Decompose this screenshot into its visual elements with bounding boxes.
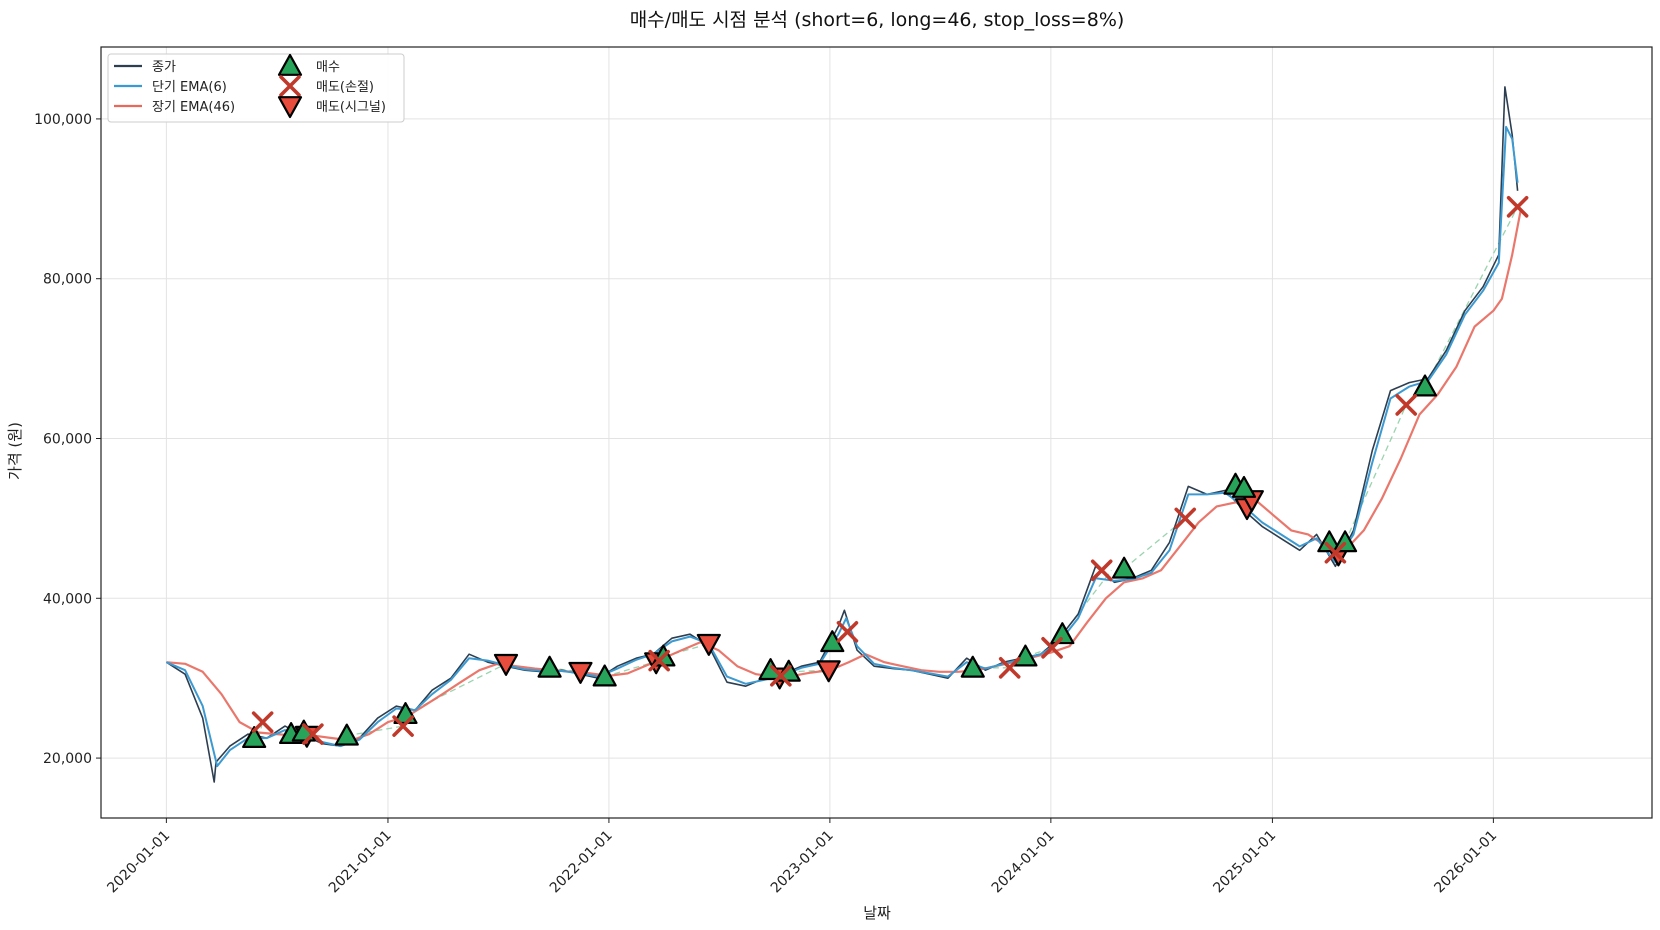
signal-markers	[242, 195, 1529, 749]
cross-stroke	[302, 723, 324, 745]
stop-loss-marker	[836, 621, 859, 643]
buy-marker	[1112, 556, 1137, 579]
cross-stroke	[836, 621, 859, 643]
cross-stroke	[1395, 394, 1418, 416]
short-ema-line	[166, 125, 1519, 768]
buy-marker	[242, 726, 267, 749]
buy-marker	[1050, 622, 1075, 645]
legend-label: 종가	[152, 60, 176, 75]
stop-loss-marker	[251, 711, 274, 733]
stop-loss-marker	[1395, 394, 1418, 416]
trade-path	[405, 663, 507, 715]
buy-marker	[1412, 374, 1438, 397]
buy-marker	[537, 655, 562, 678]
x-tick-label: 2020-01-01	[104, 828, 173, 897]
y-tick-label: 80,000	[43, 272, 92, 288]
stop-loss-marker	[1506, 195, 1529, 218]
cross-stroke	[251, 711, 274, 733]
buy-marker	[1231, 475, 1257, 498]
legend-label: 매도(시그널)	[316, 100, 386, 115]
cross-stroke	[279, 75, 301, 97]
x-tick-label: 2022-01-01	[547, 828, 616, 897]
legend-label: 매수	[316, 60, 340, 75]
sell-signal-marker	[816, 660, 841, 683]
legend-stop-swatch	[279, 75, 301, 97]
x-axis-label: 날짜	[863, 904, 891, 922]
grid	[101, 47, 1652, 818]
legend-label: 매도(손절)	[316, 80, 374, 95]
stop-loss-marker	[770, 664, 792, 687]
cross-stroke	[998, 656, 1021, 679]
stop-loss-marker	[1324, 541, 1347, 564]
x-tick-label: 2023-01-01	[768, 828, 837, 897]
cross-stroke	[1090, 559, 1113, 582]
stop-loss-marker	[392, 715, 414, 737]
buy-marker	[1317, 530, 1342, 553]
buy-marker	[960, 655, 985, 678]
sell-signal-marker	[493, 653, 519, 676]
x-tick-label: 2024-01-01	[989, 828, 1058, 897]
stop-loss-marker	[302, 723, 324, 745]
cross-stroke	[648, 649, 670, 672]
cross-stroke	[1324, 541, 1347, 564]
sell-signal-marker	[696, 633, 721, 656]
cross-stroke	[1506, 195, 1529, 218]
plot-frame	[100, 46, 1653, 819]
stop-loss-marker	[1090, 559, 1113, 582]
long-ema-line	[166, 210, 1522, 742]
legend-label: 장기 EMA(46)	[152, 100, 235, 115]
y-tick-label: 20,000	[43, 751, 92, 767]
y-axis-label: 가격 (원)	[6, 422, 24, 480]
x-tick-label: 2025-01-01	[1210, 828, 1279, 897]
trade-path	[1344, 404, 1407, 543]
cross-stroke	[392, 715, 414, 737]
legend-signal-swatch	[277, 96, 303, 119]
legend-buy-swatch	[277, 53, 303, 76]
cross-stroke	[1041, 637, 1063, 659]
stop-loss-marker	[1041, 637, 1063, 659]
chart-title: 매수/매도 시점 분석 (short=6, long=46, stop_loss…	[630, 9, 1125, 31]
series-lines	[165, 86, 1522, 783]
buy-marker	[334, 723, 359, 746]
legend-box	[107, 53, 405, 123]
buy-marker	[592, 664, 617, 687]
stop-loss-marker	[648, 649, 670, 672]
buy-marker	[1013, 644, 1038, 667]
trade-path	[1424, 206, 1519, 387]
stop-loss-marker	[1174, 507, 1197, 530]
y-axis-ticks: 20,000 40,000 60,000 80,000 100,000	[34, 112, 101, 767]
stop-loss-marker	[998, 656, 1021, 679]
trade-paths	[257, 206, 1519, 739]
legend-label: 단기 EMA(6)	[152, 80, 227, 95]
trade-path	[663, 643, 709, 658]
y-tick-label: 40,000	[43, 591, 92, 607]
close-price-line	[165, 86, 1519, 783]
y-tick-label: 60,000	[43, 431, 92, 447]
x-tick-label: 2021-01-01	[326, 828, 395, 897]
sell-signal-marker	[568, 661, 593, 684]
cross-stroke	[1174, 507, 1197, 530]
x-axis-ticks: 2020-01-01 2021-01-01 2022-01-01 2023-01-01…	[104, 818, 1500, 896]
cross-stroke	[770, 664, 792, 687]
x-tick-label: 2026-01-01	[1431, 828, 1500, 897]
y-tick-label: 100,000	[34, 112, 92, 128]
